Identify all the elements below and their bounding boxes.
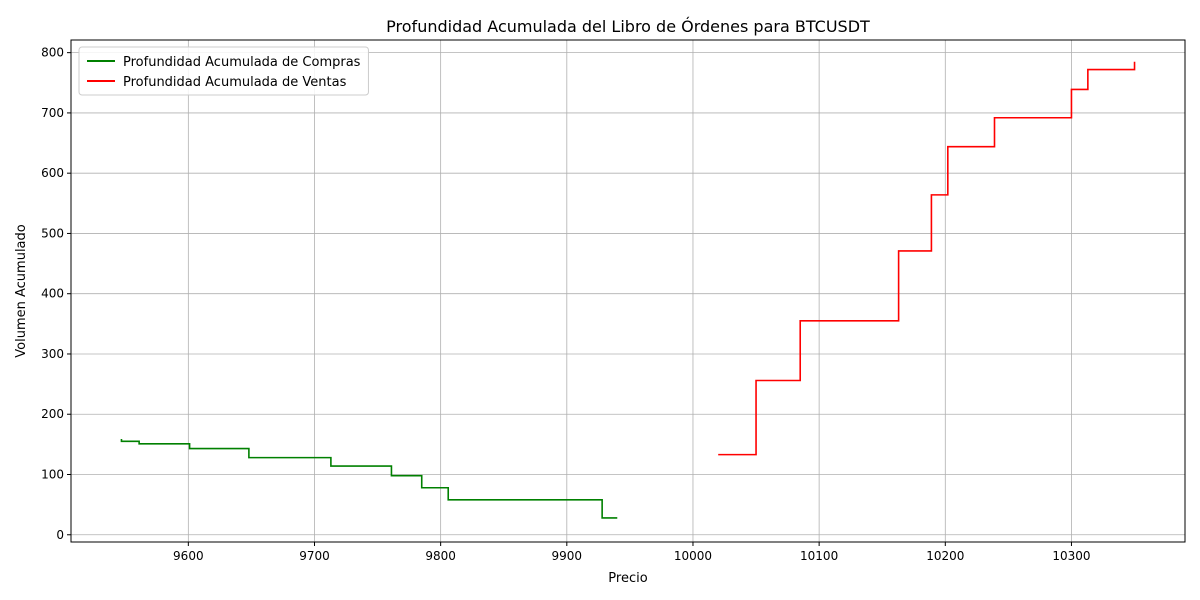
y-tick-label: 700 <box>41 106 64 120</box>
step-line <box>718 61 1136 456</box>
x-tick-label: 9900 <box>552 549 583 563</box>
legend: Profundidad Acumulada de Compras Profundi… <box>78 46 369 96</box>
x-tick-label: 9700 <box>299 549 330 563</box>
legend-label: Profundidad Acumulada de Compras <box>123 55 361 70</box>
y-tick-label: 200 <box>41 407 64 421</box>
y-tick-label: 500 <box>41 226 64 240</box>
chart-title: Profundidad Acumulada del Libro de Órden… <box>386 17 870 36</box>
step-line <box>120 438 618 519</box>
y-tick-label: 400 <box>41 287 64 301</box>
x-tick-label: 10100 <box>800 549 838 563</box>
x-tick-label: 10200 <box>926 549 964 563</box>
y-axis-label: Volumen Acumulado <box>14 224 29 358</box>
x-tick-label: 9800 <box>425 549 456 563</box>
x-tick-label: 9600 <box>173 549 204 563</box>
legend-box <box>78 46 369 96</box>
y-tick-label: 300 <box>41 347 64 361</box>
x-tick-label: 10000 <box>674 549 712 563</box>
plot-frame <box>70 39 1186 543</box>
y-tick-label: 600 <box>41 166 64 180</box>
y-tick-label: 0 <box>56 528 64 542</box>
x-tick-label: 10300 <box>1052 549 1090 563</box>
y-tick-label: 800 <box>41 46 64 60</box>
y-tick-label: 100 <box>41 468 64 482</box>
x-axis-label: Precio <box>608 571 647 586</box>
legend-label: Profundidad Acumulada de Ventas <box>123 75 347 90</box>
